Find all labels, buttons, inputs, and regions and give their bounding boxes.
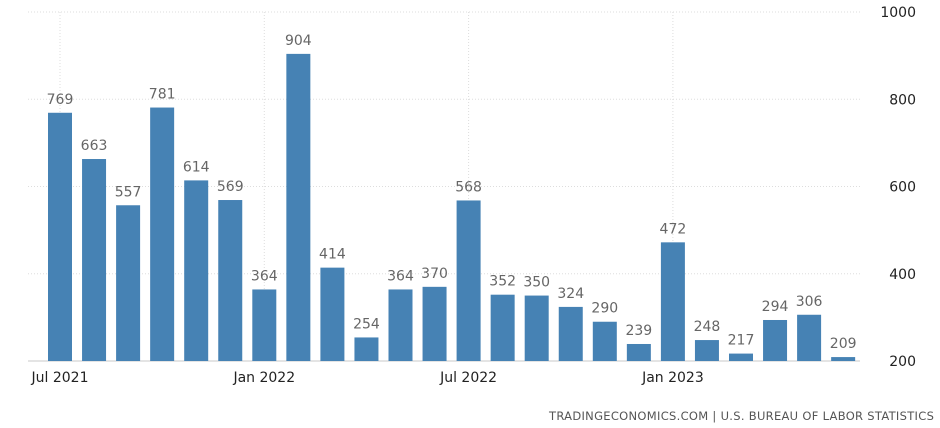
data-label: 324 (557, 286, 584, 302)
data-label: 254 (353, 316, 380, 332)
bar (150, 107, 175, 361)
bar (524, 295, 549, 361)
bar (660, 242, 685, 361)
data-label: 414 (319, 247, 346, 263)
data-label: 614 (183, 159, 210, 175)
bar (763, 319, 788, 361)
bar (320, 267, 345, 361)
bar (354, 337, 379, 361)
y-axis: 200 400 600 800 1000 (880, 5, 916, 370)
bar (422, 286, 447, 361)
data-label: 294 (762, 299, 789, 315)
data-label: 352 (489, 274, 516, 290)
bar (456, 200, 481, 361)
y-tick-label: 400 (889, 267, 916, 283)
bar (729, 353, 753, 361)
data-label: 904 (285, 33, 312, 49)
data-label: 239 (625, 323, 652, 339)
data-labels: 769 663 557 781 614 569 364 904 414 254 364 370 568 3… (47, 33, 857, 352)
bar (592, 321, 617, 361)
y-tick-label: 200 (889, 354, 916, 370)
data-label: 248 (694, 319, 721, 335)
x-tick-label: Jul 2022 (439, 370, 497, 386)
x-tick-label: Jul 2021 (31, 370, 89, 386)
bar (252, 289, 277, 361)
data-label: 290 (591, 301, 618, 317)
bar (286, 53, 311, 361)
source-attribution: TRADINGECONOMICS.COM | U.S. BUREAU OF LA… (549, 409, 935, 423)
y-tick-label: 1000 (880, 5, 916, 21)
data-label: 209 (830, 336, 857, 352)
bar (184, 180, 209, 361)
bar (218, 200, 243, 361)
bar (626, 343, 651, 361)
y-tick-label: 800 (889, 92, 916, 108)
bar (694, 340, 719, 361)
bar (558, 306, 583, 361)
data-label: 663 (81, 138, 108, 154)
bar (116, 205, 141, 361)
y-tick-label: 600 (889, 180, 916, 196)
data-label: 364 (251, 268, 278, 284)
bar (831, 357, 856, 361)
data-label: 364 (387, 268, 414, 284)
bar (490, 294, 515, 361)
data-label: 769 (47, 92, 74, 108)
bar-series (48, 53, 856, 362)
bar (388, 289, 413, 361)
x-axis: Jul 2021 Jan 2022 Jul 2022 Jan 2023 (31, 370, 704, 386)
data-label: 472 (660, 221, 687, 237)
bar (48, 112, 72, 362)
data-label: 370 (421, 266, 448, 282)
data-label: 568 (455, 179, 482, 195)
data-label: 557 (115, 184, 142, 200)
data-label: 569 (217, 179, 244, 195)
data-label: 781 (149, 87, 176, 103)
data-label: 217 (728, 333, 755, 349)
data-label: 306 (796, 294, 823, 310)
data-label: 350 (523, 275, 550, 291)
bar (797, 314, 822, 361)
x-tick-label: Jan 2022 (232, 370, 295, 386)
bar (82, 159, 107, 361)
x-tick-label: Jan 2023 (641, 370, 704, 386)
